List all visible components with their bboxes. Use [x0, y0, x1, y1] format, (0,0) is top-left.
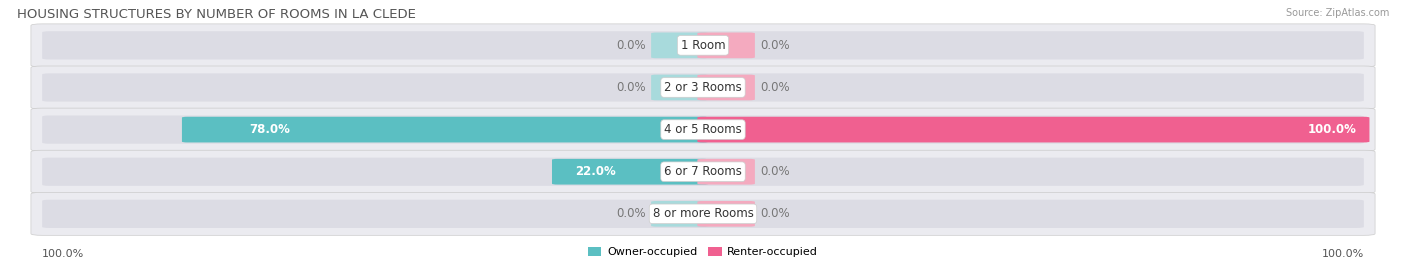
FancyBboxPatch shape	[181, 117, 709, 143]
FancyBboxPatch shape	[31, 24, 1375, 67]
Text: 0.0%: 0.0%	[761, 81, 790, 94]
Text: 100.0%: 100.0%	[42, 249, 84, 259]
FancyBboxPatch shape	[42, 73, 1364, 102]
FancyBboxPatch shape	[31, 150, 1375, 193]
FancyBboxPatch shape	[697, 117, 1369, 143]
Text: 0.0%: 0.0%	[761, 165, 790, 178]
FancyBboxPatch shape	[651, 201, 709, 227]
Text: 78.0%: 78.0%	[249, 123, 290, 136]
Text: 0.0%: 0.0%	[616, 81, 645, 94]
FancyBboxPatch shape	[42, 116, 1364, 144]
FancyBboxPatch shape	[553, 159, 709, 185]
Legend: Owner-occupied, Renter-occupied: Owner-occupied, Renter-occupied	[583, 242, 823, 262]
FancyBboxPatch shape	[697, 201, 755, 227]
Text: 0.0%: 0.0%	[761, 39, 790, 52]
Text: 6 or 7 Rooms: 6 or 7 Rooms	[664, 165, 742, 178]
Text: 4 or 5 Rooms: 4 or 5 Rooms	[664, 123, 742, 136]
FancyBboxPatch shape	[651, 75, 709, 100]
Text: 0.0%: 0.0%	[761, 207, 790, 220]
FancyBboxPatch shape	[697, 159, 755, 185]
Text: 100.0%: 100.0%	[1308, 123, 1357, 136]
FancyBboxPatch shape	[697, 75, 755, 100]
Text: 8 or more Rooms: 8 or more Rooms	[652, 207, 754, 220]
FancyBboxPatch shape	[42, 158, 1364, 186]
FancyBboxPatch shape	[42, 200, 1364, 228]
Text: 0.0%: 0.0%	[616, 39, 645, 52]
FancyBboxPatch shape	[31, 192, 1375, 235]
Text: 22.0%: 22.0%	[575, 165, 616, 178]
Text: 0.0%: 0.0%	[616, 207, 645, 220]
Text: 100.0%: 100.0%	[1322, 249, 1364, 259]
Text: HOUSING STRUCTURES BY NUMBER OF ROOMS IN LA CLEDE: HOUSING STRUCTURES BY NUMBER OF ROOMS IN…	[17, 8, 416, 21]
FancyBboxPatch shape	[697, 32, 755, 58]
Text: 2 or 3 Rooms: 2 or 3 Rooms	[664, 81, 742, 94]
FancyBboxPatch shape	[651, 32, 709, 58]
FancyBboxPatch shape	[31, 66, 1375, 109]
Text: 1 Room: 1 Room	[681, 39, 725, 52]
Text: Source: ZipAtlas.com: Source: ZipAtlas.com	[1285, 8, 1389, 18]
FancyBboxPatch shape	[42, 31, 1364, 59]
FancyBboxPatch shape	[31, 108, 1375, 151]
